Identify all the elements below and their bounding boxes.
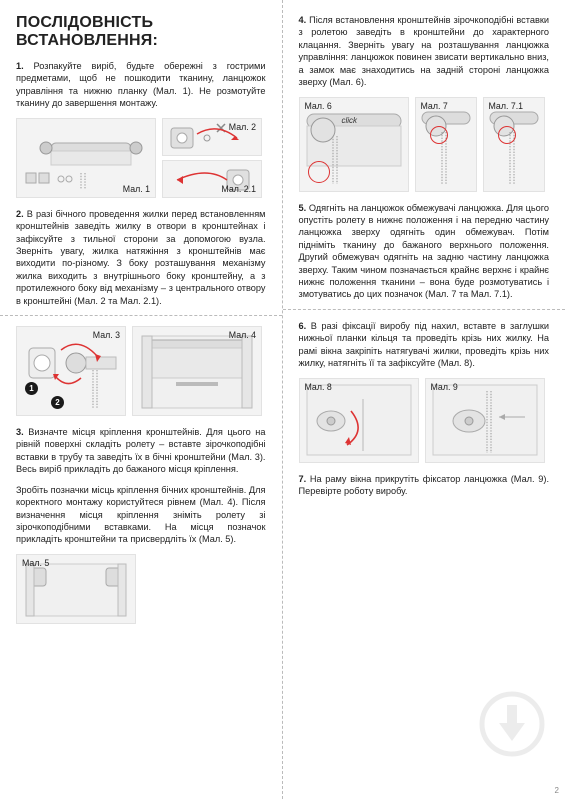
step-4: 4. Після встановлення кронштейнів зірочк… [299, 14, 550, 89]
badge-2: 2 [51, 396, 64, 409]
badge-1: 1 [25, 382, 38, 395]
figure-9: Мал. 9 [425, 378, 545, 463]
step-text: В разі фіксації виробу під нахил, вставт… [299, 321, 550, 368]
page-number: 2 [555, 786, 559, 795]
click-label: click [342, 116, 358, 125]
right-column: 4. Після встановлення кронштейнів зірочк… [283, 0, 565, 799]
step-6: 6. В разі фіксації виробу під нахил, вст… [299, 320, 550, 370]
step-text: Після встановлення кронштейнів зірочкопо… [299, 15, 550, 87]
chain-fixer-icon [429, 381, 541, 459]
step-num: 2. [16, 209, 24, 219]
highlight-circle-icon [308, 161, 330, 183]
highlight-circle-icon [498, 126, 516, 144]
step-num: 6. [299, 321, 307, 331]
figure-4: Мал. 4 [132, 326, 262, 416]
figure-2: Мал. 2 [162, 118, 262, 156]
figure-caption: Мал. 2.1 [221, 184, 256, 194]
fig-row-5: Мал. 5 [16, 554, 266, 624]
step-num: 4. [299, 15, 307, 25]
step-3b: Зробіть позначки місць кріплення бічних … [16, 484, 266, 546]
figure-8: Мал. 8 [299, 378, 419, 463]
highlight-circle-icon [430, 126, 448, 144]
figure-5: Мал. 5 [16, 554, 136, 624]
step-text: На раму вікна прикрутіть фіксатор ланцюж… [299, 474, 550, 496]
figure-3: Мал. 3 1 2 [16, 326, 126, 416]
figure-caption: Мал. 9 [431, 382, 458, 392]
tensioner-icon [303, 381, 415, 459]
step-1: 1. Розпакуйте виріб, будьте обережні з г… [16, 60, 266, 110]
figure-caption: Мал. 1 [123, 184, 150, 194]
chain-limiter2-icon [486, 100, 542, 188]
step-2: 2. В разі бічного проведення жилки перед… [16, 208, 266, 307]
left-column: ПОСЛІДОВНІСТЬ ВСТАНОВЛЕННЯ: 1. Розпакуйт… [0, 0, 283, 799]
fig-row-6-7: Мал. 6 click Мал. 7 [299, 97, 550, 192]
mounted-roller-icon [136, 330, 258, 412]
figure-7: Мал. 7 [415, 97, 477, 192]
figure-caption: Мал. 5 [22, 558, 49, 568]
fig-row-1-2: Мал. 1 Мал. 2 [16, 118, 266, 198]
step-num: 3. [16, 427, 24, 437]
horizontal-separator [283, 309, 565, 310]
step-text: Визначте місця кріплення кронштейнів. Дл… [16, 427, 266, 474]
step-num: 1. [16, 61, 24, 71]
figure-caption: Мал. 7 [421, 101, 448, 111]
figure-caption: Мал. 3 [93, 330, 120, 340]
figure-2-1: Мал. 2.1 [162, 160, 262, 198]
fig-row-3-4: Мал. 3 1 2 Мал. 4 [16, 326, 266, 416]
figure-1: Мал. 1 [16, 118, 156, 198]
step-text: Розпакуйте виріб, будьте обережні з гост… [16, 61, 266, 108]
figure-caption: Мал. 7.1 [489, 101, 524, 111]
step-text: Одягніть на ланцюжок обмежувачі ланцюжка… [299, 203, 550, 300]
figure-7-1: Мал. 7.1 [483, 97, 545, 192]
watermark-icon [477, 689, 547, 759]
fig-row-8-9: Мал. 8 Мал. 9 [299, 378, 550, 463]
step-num: 7. [299, 474, 307, 484]
figure-caption: Мал. 2 [229, 122, 256, 132]
step-5: 5. Одягніть на ланцюжок обмежувачі ланцю… [299, 202, 550, 301]
figure-caption: Мал. 4 [229, 330, 256, 340]
page-title: ПОСЛІДОВНІСТЬ ВСТАНОВЛЕННЯ: [16, 14, 266, 50]
step-text: В разі бічного проведення жилки перед вс… [16, 209, 266, 306]
step-3a: 3. Визначте місця кріплення кронштейнів.… [16, 426, 266, 476]
step-7: 7. На раму вікна прикрутіть фіксатор лан… [299, 473, 550, 498]
roller-parts-icon [21, 123, 151, 193]
chain-limiter-icon [418, 100, 474, 188]
figure-caption: Мал. 8 [305, 382, 332, 392]
figure-6: Мал. 6 click [299, 97, 409, 192]
figure-caption: Мал. 6 [305, 101, 332, 111]
step-num: 5. [299, 203, 307, 213]
page: ПОСЛІДОВНІСТЬ ВСТАНОВЛЕННЯ: 1. Розпакуйт… [0, 0, 565, 799]
assembly-icon [21, 330, 121, 412]
horizontal-separator [0, 315, 282, 316]
